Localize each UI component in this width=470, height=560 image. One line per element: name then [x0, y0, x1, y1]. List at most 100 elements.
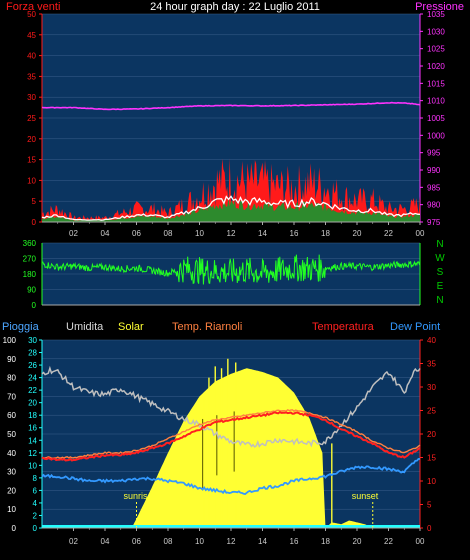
rain-tick-label: 6	[33, 486, 38, 495]
humidity-tick-label: 40	[7, 449, 16, 458]
humidity-tick-label: 100	[3, 336, 17, 345]
pressure-tick-label: 995	[427, 149, 441, 158]
pressure-tick-label: 975	[427, 218, 441, 227]
humidity-tick-label: 70	[7, 392, 16, 401]
humidity-tick-label: 60	[7, 411, 16, 420]
wind-tick-label: 30	[27, 93, 36, 102]
temperature-line	[41, 411, 421, 462]
pressure-tick-label: 1030	[427, 27, 445, 36]
humidity-tick-label: 80	[7, 374, 16, 383]
wind-tick-label: 10	[27, 176, 36, 185]
page-title: 24 hour graph day : 22 Luglio 2011	[150, 1, 320, 13]
compass-letter: N	[436, 239, 443, 250]
compass-letter: E	[437, 281, 444, 292]
sunrise-label: sunrise	[123, 491, 152, 501]
time-tick-label: 20	[353, 229, 362, 238]
time-tick-label: 12	[227, 537, 236, 546]
pressure-axis-title: Pressione	[415, 1, 464, 13]
rain-tick-label: 14	[28, 436, 37, 445]
time-tick-label: 04	[101, 537, 110, 546]
humidity-tick-label: 90	[7, 355, 16, 364]
wind-direction-line	[41, 254, 421, 285]
time-tick-label: 02	[69, 537, 78, 546]
temp-tick-label: 25	[427, 407, 436, 416]
compass-letter: N	[436, 295, 443, 306]
pressure-tick-label: 1020	[427, 62, 445, 71]
time-tick-label: 14	[258, 229, 267, 238]
time-tick-label: 00	[416, 229, 425, 238]
legend-dew-point: Dew Point	[390, 321, 440, 333]
temp-tick-label: 15	[427, 454, 436, 463]
legend-temp-riarnoli: Temp. Riarnoli	[172, 321, 242, 333]
time-tick-label: 20	[353, 537, 362, 546]
direction-tick-label: 270	[23, 255, 37, 264]
legend-solar: Solar	[118, 321, 144, 333]
rain-tick-label: 28	[28, 349, 37, 358]
wind-tick-label: 40	[27, 52, 36, 61]
legend-pioggia: Pioggia	[2, 321, 40, 333]
wind-speed-axis-title: Forza venti	[6, 1, 60, 13]
direction-tick-label: 360	[23, 239, 37, 248]
rain-tick-label: 12	[28, 449, 37, 458]
wind-tick-label: 35	[27, 72, 36, 81]
rain-tick-label: 20	[28, 399, 37, 408]
humidity-tick-label: 30	[7, 468, 16, 477]
time-tick-label: 12	[227, 229, 236, 238]
humidity-tick-label: 10	[7, 505, 16, 514]
time-tick-label: 14	[258, 537, 267, 546]
direction-tick-label: 90	[27, 286, 36, 295]
pressure-tick-label: 980	[427, 201, 441, 210]
time-tick-label: 08	[164, 229, 173, 238]
rain-tick-label: 8	[33, 474, 38, 483]
rain-baseline	[42, 525, 420, 528]
time-tick-label: 02	[69, 229, 78, 238]
time-tick-label: 16	[290, 537, 299, 546]
rain-tick-label: 10	[28, 461, 37, 470]
rain-tick-label: 22	[28, 386, 37, 395]
rain-tick-label: 18	[28, 411, 37, 420]
time-tick-label: 08	[164, 537, 173, 546]
wind-tick-label: 5	[32, 197, 37, 206]
wind-tick-label: 20	[27, 135, 36, 144]
rain-tick-label: 30	[28, 336, 37, 345]
time-tick-label: 10	[195, 537, 204, 546]
pressure-tick-label: 1000	[427, 131, 445, 140]
rain-tick-label: 2	[33, 511, 38, 520]
time-tick-label: 18	[321, 537, 330, 546]
compass-letter: S	[437, 267, 444, 278]
direction-tick-label: 0	[32, 301, 37, 310]
legend-umidita: Umidita	[66, 321, 104, 333]
humidity-tick-label: 20	[7, 486, 16, 495]
wind-tick-label: 45	[27, 31, 36, 40]
time-tick-label: 04	[101, 229, 110, 238]
humidity-tick-label: 50	[7, 430, 16, 439]
rain-tick-label: 26	[28, 361, 37, 370]
temp-tick-label: 5	[427, 501, 432, 510]
dew-point-line	[41, 458, 421, 495]
time-tick-label: 06	[132, 229, 141, 238]
humidity-tick-label: 0	[12, 524, 17, 533]
wind-tick-label: 25	[27, 114, 36, 123]
time-tick-label: 00	[416, 537, 425, 546]
pressure-tick-label: 990	[427, 166, 441, 175]
time-tick-label: 22	[384, 537, 393, 546]
rain-tick-label: 24	[28, 374, 37, 383]
pressure-tick-label: 1005	[427, 114, 445, 123]
wind-tick-label: 50	[27, 10, 36, 19]
wind-average-area	[42, 198, 420, 222]
wind-tick-label: 15	[27, 156, 36, 165]
humidity-line	[41, 365, 421, 448]
temp-tick-label: 0	[427, 524, 432, 533]
wind-average-line	[41, 195, 421, 221]
temp-riarnoli-line	[41, 408, 421, 459]
pressure-tick-label: 985	[427, 183, 441, 192]
rain-tick-label: 16	[28, 424, 37, 433]
legend-temperatura: Temperatura	[312, 321, 375, 333]
pressure-line	[41, 101, 421, 111]
solar-area	[42, 368, 420, 528]
pressure-tick-label: 1015	[427, 79, 445, 88]
temp-tick-label: 10	[427, 477, 436, 486]
time-tick-label: 16	[290, 229, 299, 238]
